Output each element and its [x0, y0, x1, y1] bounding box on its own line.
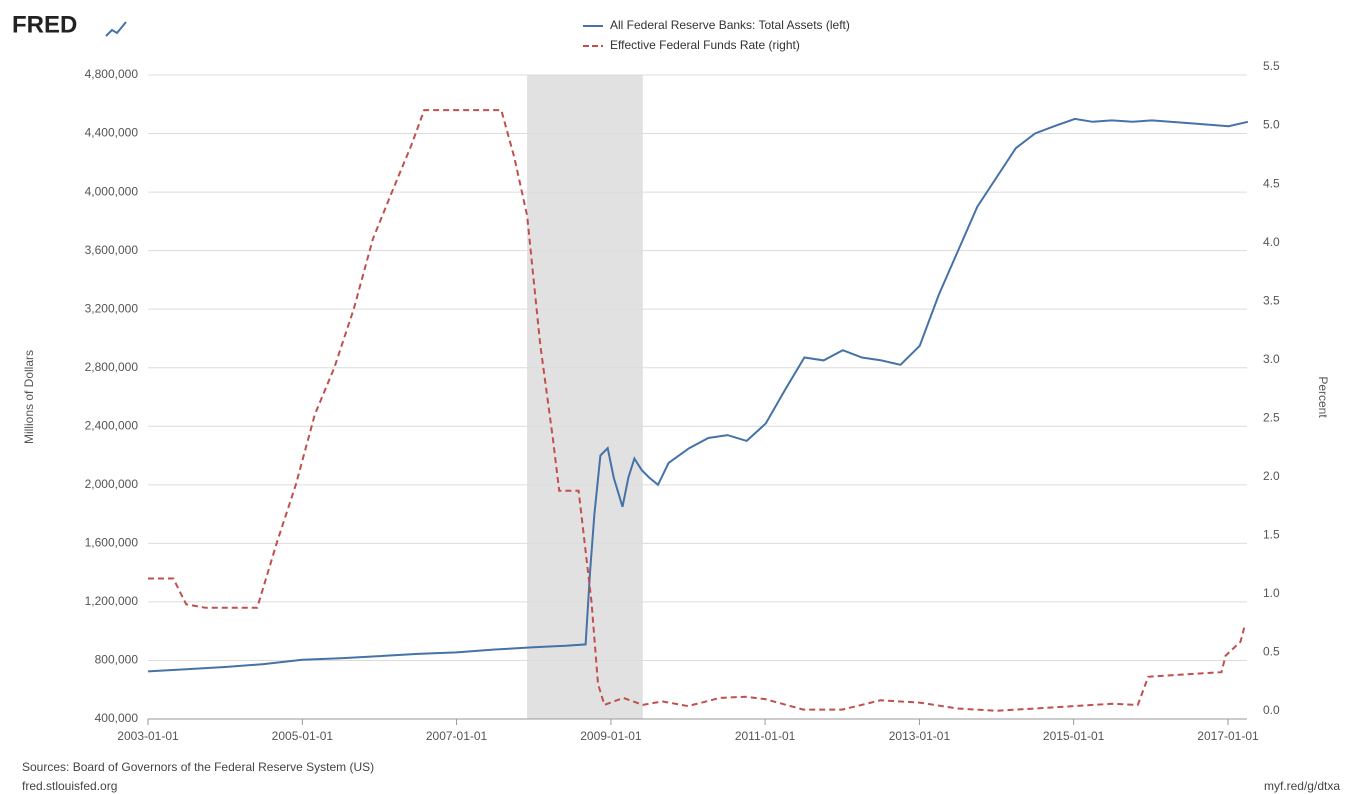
y2-tick-label: 5.0	[1263, 118, 1280, 132]
y-tick-label: 3,600,000	[85, 243, 139, 257]
x-tick-label: 2003-01-01	[117, 729, 179, 743]
y2-axis-label: Percent	[1316, 376, 1330, 418]
y2-tick-label: 3.5	[1263, 293, 1280, 307]
y-tick-label: 4,400,000	[85, 126, 139, 140]
recession-shade	[527, 75, 643, 719]
y2-tick-label: 4.0	[1263, 235, 1280, 249]
legend-label: All Federal Reserve Banks: Total Assets …	[610, 18, 850, 32]
y-tick-label: 1,600,000	[85, 536, 139, 550]
short-link: myf.red/g/dtxa	[1264, 779, 1340, 793]
y-axis-label: Millions of Dollars	[22, 350, 36, 444]
y-tick-label: 3,200,000	[85, 301, 139, 315]
y2-tick-label: 2.5	[1263, 410, 1280, 424]
y-tick-label: 2,800,000	[85, 360, 139, 374]
sources: Sources: Board of Governors of the Feder…	[22, 760, 374, 774]
series-line	[147, 117, 1249, 673]
y-tick-label: 4,800,000	[85, 67, 139, 81]
x-tick-label: 2007-01-01	[426, 729, 488, 743]
x-tick-label: 2005-01-01	[272, 729, 334, 743]
y2-tick-label: 2.0	[1263, 469, 1280, 483]
logo-icon	[105, 21, 127, 37]
y2-tick-label: 1.0	[1263, 586, 1280, 600]
y2-tick-label: 5.5	[1263, 59, 1280, 73]
brand-logo: FRED	[12, 11, 77, 38]
series-line	[148, 109, 1246, 712]
y-tick-label: 2,000,000	[85, 477, 139, 491]
y-tick-label: 4,000,000	[85, 184, 139, 198]
legend-label: Effective Federal Funds Rate (right)	[610, 38, 800, 52]
y-tick-label: 2,400,000	[85, 418, 139, 432]
x-tick-label: 2009-01-01	[580, 729, 642, 743]
site: fred.stlouisfed.org	[22, 779, 117, 793]
y-tick-label: 800,000	[95, 653, 139, 667]
y-tick-label: 400,000	[95, 711, 139, 725]
x-tick-label: 2015-01-01	[1043, 729, 1105, 743]
y2-tick-label: 4.5	[1263, 176, 1280, 190]
x-tick-label: 2013-01-01	[889, 729, 951, 743]
y2-tick-label: 0.0	[1263, 703, 1280, 717]
y2-tick-label: 3.0	[1263, 352, 1280, 366]
y2-tick-label: 0.5	[1263, 645, 1280, 659]
x-tick-label: 2011-01-01	[735, 729, 796, 743]
y2-tick-label: 1.5	[1263, 528, 1280, 542]
y-tick-label: 1,200,000	[85, 594, 139, 608]
x-tick-label: 2017-01-01	[1197, 729, 1259, 743]
